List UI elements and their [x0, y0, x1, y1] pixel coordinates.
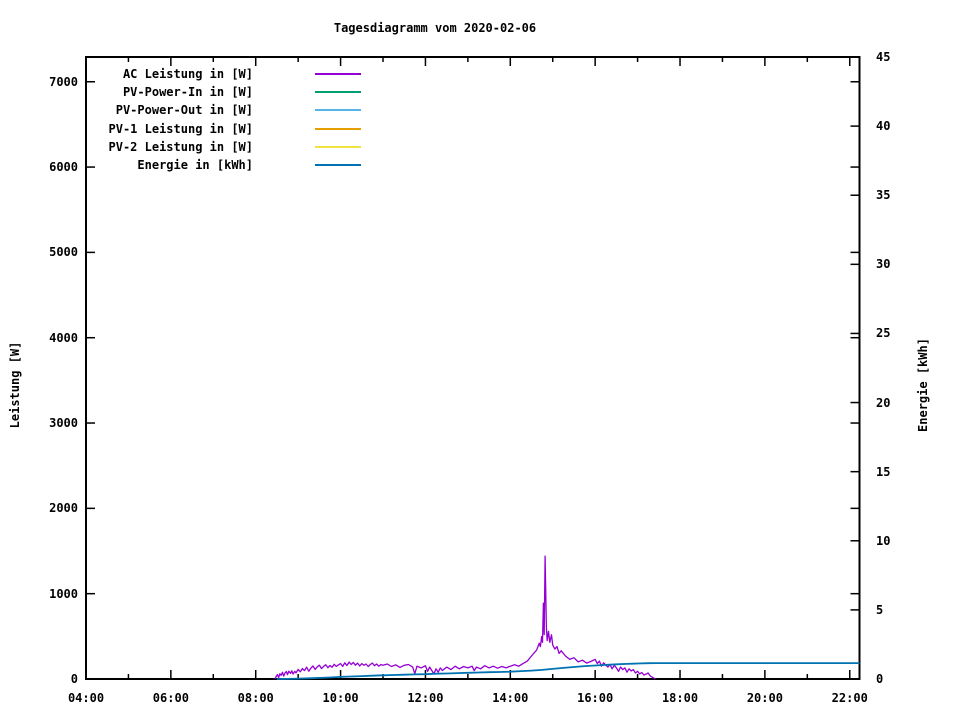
plot-border — [85, 56, 861, 680]
y2-tick-label: 25 — [876, 326, 891, 341]
x-tick-label: 12:00 — [407, 691, 444, 705]
legend-row: AC Leistung in [W] — [30, 65, 361, 83]
y2-tick-label: 15 — [876, 464, 891, 479]
legend-label-ac-leistung: AC Leistung in [W] — [122, 67, 253, 81]
y2-axis-label: Energie [kWh] — [916, 338, 930, 432]
y2-tick-label: 0 — [876, 672, 884, 686]
y2-tick-label: 5 — [876, 602, 884, 617]
legend-row: Energie in [kWh] — [30, 156, 361, 174]
x-tick-label: 16:00 — [577, 691, 614, 705]
y1-tick-label: 2000 — [49, 501, 78, 516]
y1-tick-label: 4000 — [49, 330, 78, 345]
x-tick-label: 22:00 — [831, 691, 868, 705]
x-tick-label: 20:00 — [746, 691, 783, 705]
legend-label-pv2-leistung: PV-2 Leistung in [W] — [108, 140, 254, 154]
legend-row: PV-Power-In in [W] — [30, 83, 361, 101]
y1-tick-label: 5000 — [49, 245, 78, 260]
x-tick-label: 04:00 — [67, 691, 105, 705]
legend-line-pv1-leistung — [315, 128, 361, 130]
y1-tick-label: 6000 — [49, 160, 78, 175]
y2-tick-label: 40 — [876, 119, 891, 134]
legend-row: PV-2 Leistung in [W] — [30, 138, 361, 156]
y2-tick-label: 10 — [876, 533, 891, 548]
chart-title: Tagesdiagramm vom 2020-02-06 — [333, 21, 537, 35]
x-tick-label: 06:00 — [152, 691, 189, 705]
y2-tick-label: 20 — [876, 395, 891, 410]
y1-tick-label: 1000 — [49, 586, 78, 601]
x-tick-label: 10:00 — [322, 691, 359, 705]
legend-label-energie: Energie in [kWh] — [137, 158, 253, 172]
y1-tick-label: 3000 — [49, 416, 78, 431]
x-tick-label: 08:00 — [237, 691, 274, 705]
legend-line-ac-leistung — [315, 73, 361, 75]
y2-tick-label: 35 — [876, 188, 891, 203]
legend-line-pv-power-in — [315, 91, 361, 93]
legend-label-pv-power-in: PV-Power-In in [W] — [122, 85, 253, 99]
legend-line-energie — [315, 164, 361, 166]
legend-row: PV-Power-Out in [W] — [30, 101, 361, 119]
legend-line-pv2-leistung — [315, 146, 361, 148]
energie-in-kwh--line — [276, 662, 860, 680]
legend-row: PV-1 Leistung in [W] — [30, 120, 361, 138]
legend-label-pv1-leistung: PV-1 Leistung in [W] — [108, 122, 254, 136]
y2-tick-label: 45 — [876, 50, 891, 64]
legend-label-pv-power-out: PV-Power-Out in [W] — [115, 103, 253, 117]
y2-tick-label: 30 — [876, 257, 891, 272]
ac-leistung-in-w--line — [274, 555, 656, 680]
legend-line-pv-power-out — [315, 109, 361, 111]
y1-tick-label: 7000 — [49, 74, 78, 89]
y1-tick-label: 0 — [70, 672, 78, 686]
x-tick-label: 14:00 — [492, 691, 529, 705]
x-tick-label: 18:00 — [661, 691, 699, 705]
